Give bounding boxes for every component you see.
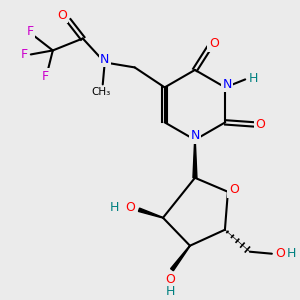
- Text: O: O: [57, 9, 67, 22]
- Polygon shape: [193, 140, 197, 178]
- Text: N: N: [100, 53, 110, 66]
- Text: F: F: [20, 48, 27, 61]
- Text: H: H: [248, 72, 258, 85]
- Text: O: O: [229, 183, 239, 196]
- Text: H: H: [110, 201, 119, 214]
- Text: H: H: [165, 285, 175, 298]
- Text: F: F: [42, 70, 50, 83]
- Text: H: H: [287, 247, 296, 260]
- Text: N: N: [223, 78, 232, 91]
- Polygon shape: [171, 245, 190, 271]
- Text: F: F: [26, 25, 33, 38]
- Text: O: O: [275, 247, 285, 260]
- Text: O: O: [255, 118, 265, 131]
- Text: N: N: [190, 129, 200, 142]
- Text: O: O: [125, 201, 135, 214]
- Text: CH₃: CH₃: [91, 87, 110, 98]
- Text: O: O: [209, 38, 219, 50]
- Polygon shape: [139, 208, 163, 218]
- Text: O: O: [165, 273, 175, 286]
